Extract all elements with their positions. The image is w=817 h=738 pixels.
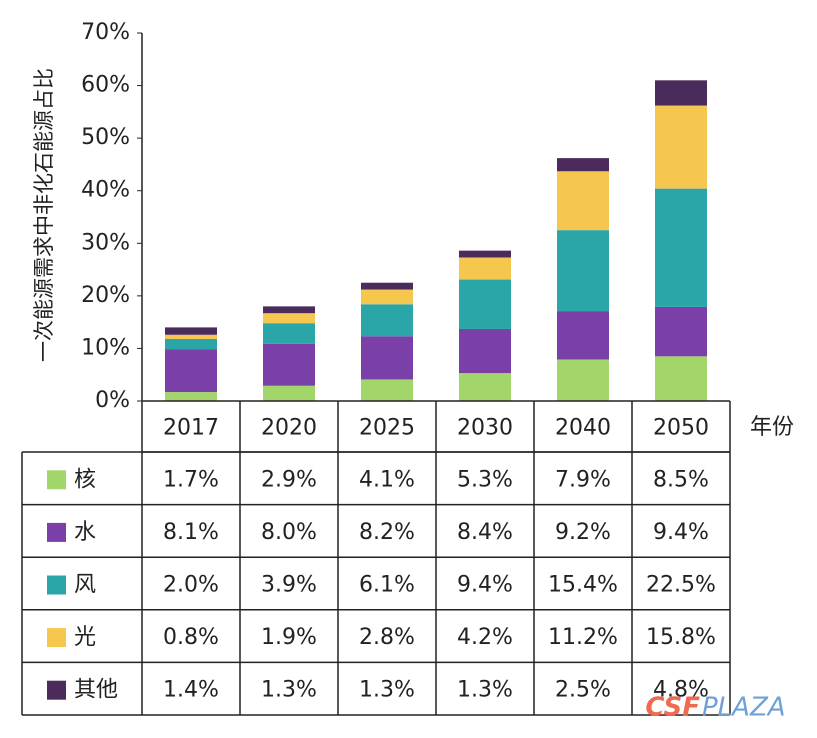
bar-segment: [361, 336, 413, 380]
table-cell: 2.5%: [555, 678, 611, 703]
table-cell: 4.1%: [359, 467, 415, 492]
table-cell: 15.8%: [646, 625, 716, 650]
legend-swatch: [47, 575, 66, 595]
bar-segment: [165, 349, 217, 393]
table-cell: 1.3%: [359, 678, 415, 703]
table-cell: 5.3%: [457, 467, 513, 492]
y-tick-label: 60%: [81, 73, 130, 98]
bar-segment: [263, 323, 315, 344]
x-tick-label: 2030: [457, 416, 513, 441]
table-cell: 22.5%: [646, 573, 716, 598]
table-cell: 0.8%: [163, 625, 219, 650]
legend-label: 水: [74, 520, 96, 545]
bar-segment: [459, 373, 511, 401]
table-cell: 1.3%: [261, 678, 317, 703]
y-tick-label: 50%: [81, 125, 130, 150]
table-cell: 8.4%: [457, 520, 513, 545]
bar-segment: [655, 105, 707, 189]
bar-segment: [459, 328, 511, 374]
bar-segment: [557, 311, 609, 360]
bar-segment: [557, 230, 609, 312]
bar-segment: [165, 392, 217, 401]
bar-segment: [655, 188, 707, 307]
bar-segment: [557, 171, 609, 231]
table-cell: 2.9%: [261, 467, 317, 492]
watermark-brand: CSF: [645, 693, 700, 723]
table-cell: 7.9%: [555, 467, 611, 492]
table-cell: 15.4%: [548, 573, 618, 598]
bar-segment: [361, 304, 413, 337]
table-cell: 8.2%: [359, 520, 415, 545]
bar-segment: [361, 379, 413, 401]
table-cell: 9.4%: [653, 520, 709, 545]
table-cell: 4.2%: [457, 625, 513, 650]
bar-segment: [165, 327, 217, 335]
table-cell: 1.3%: [457, 678, 513, 703]
y-tick-label: 20%: [81, 283, 130, 308]
legend-label: 其他: [74, 678, 118, 703]
table-cell: 1.9%: [261, 625, 317, 650]
bar-segment: [459, 250, 511, 258]
legend-swatch: [47, 470, 66, 490]
bar-segment: [655, 306, 707, 357]
table-cell: 6.1%: [359, 573, 415, 598]
table-cell: 9.2%: [555, 520, 611, 545]
bar-segment: [263, 306, 315, 314]
x-tick-label: 2017: [163, 416, 219, 441]
bar-segment: [263, 343, 315, 386]
table-cell: 4.8%: [653, 678, 709, 703]
bar-segment: [361, 282, 413, 290]
bar-segment: [459, 257, 511, 280]
bar-segment: [361, 289, 413, 305]
watermark-suffix: PLAZA: [702, 693, 786, 723]
x-tick-label: 2040: [555, 416, 611, 441]
legend-label: 风: [74, 573, 96, 598]
x-tick-label: 2050: [653, 416, 709, 441]
y-tick-label: 70%: [81, 20, 130, 45]
table-cell: 8.1%: [163, 520, 219, 545]
table-cell: 1.4%: [163, 678, 219, 703]
bar-segment: [655, 80, 707, 106]
bar-segment: [263, 313, 315, 324]
legend-swatch: [47, 628, 66, 648]
y-tick-label: 10%: [81, 335, 130, 360]
bar-segment: [557, 158, 609, 172]
y-tick-label: 40%: [81, 178, 130, 203]
table-cell: 1.7%: [163, 467, 219, 492]
x-tick-label: 2020: [261, 416, 317, 441]
table-cell: 3.9%: [261, 573, 317, 598]
x-tick-label: 2025: [359, 416, 415, 441]
y-tick-label: 30%: [81, 230, 130, 255]
y-tick-label: 0%: [95, 388, 130, 413]
legend-label: 光: [74, 625, 96, 650]
table-cell: 2.8%: [359, 625, 415, 650]
bar-segment: [557, 359, 609, 401]
table-cell: 8.5%: [653, 467, 709, 492]
bar-segment: [165, 334, 217, 339]
table-cell: 9.4%: [457, 573, 513, 598]
bar-segment: [263, 385, 315, 401]
table-cell: 8.0%: [261, 520, 317, 545]
legend-swatch: [47, 680, 66, 700]
x-axis-title: 年份: [750, 415, 794, 440]
y-axis-title: 一次能源需求中非化石能源占比: [32, 68, 56, 362]
table-cell: 11.2%: [548, 625, 618, 650]
legend-label: 核: [74, 467, 96, 492]
table-cell: 2.0%: [163, 573, 219, 598]
bar-segment: [459, 279, 511, 329]
bar-segment: [165, 338, 217, 350]
legend-swatch: [47, 522, 66, 542]
bar-segment: [655, 356, 707, 401]
